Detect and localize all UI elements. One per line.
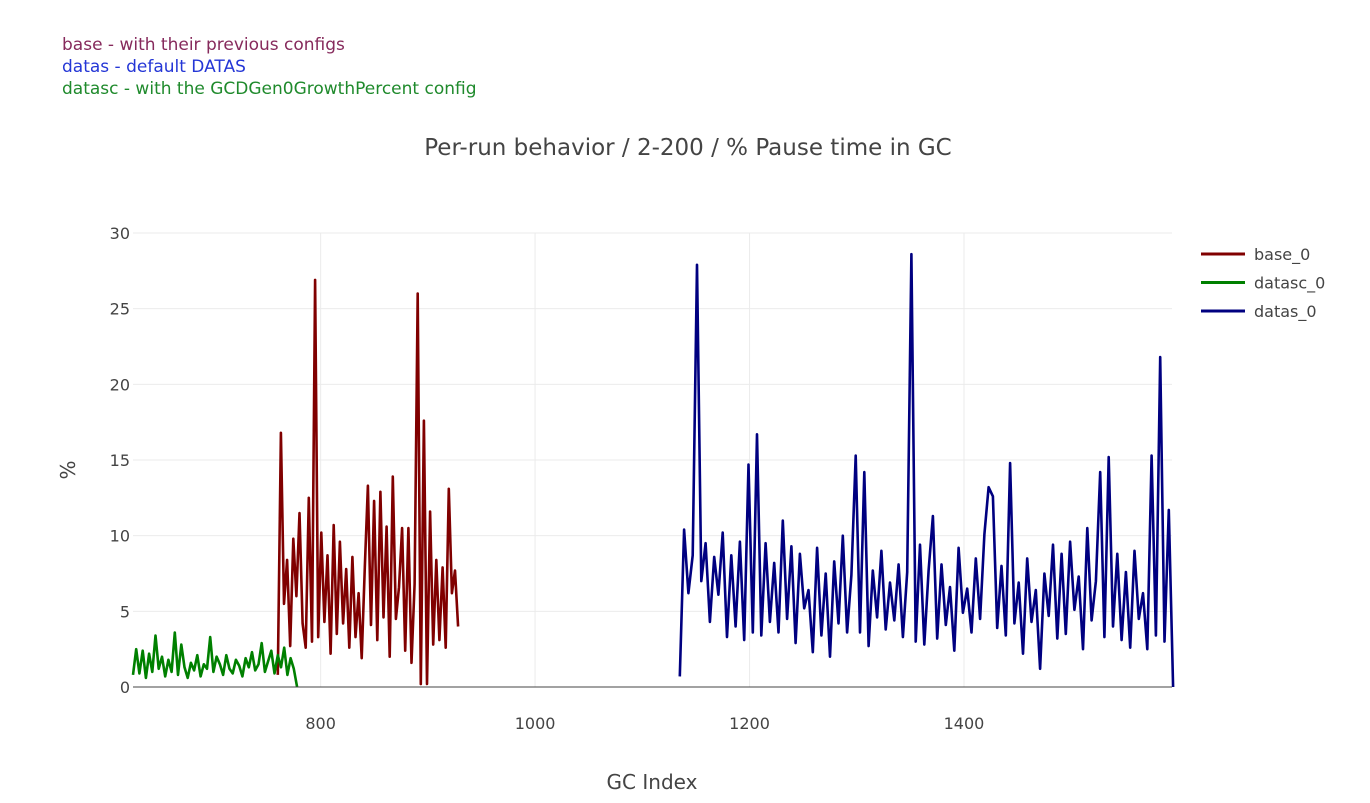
y-tick-label: 25 [110, 300, 130, 319]
series-line-datas_0 [678, 252, 1175, 688]
annotation-base: base - with their previous configs [62, 35, 345, 55]
x-tick-label: 800 [305, 714, 336, 733]
annotation-datasc: datasc - with the GCDGen0GrowthPercent c… [62, 79, 477, 99]
y-tick-label: 20 [110, 375, 130, 394]
legend-label: datas_0 [1254, 302, 1317, 322]
x-tick-label: 1200 [729, 714, 770, 733]
legend-item-datasc_0[interactable]: datasc_0 [1201, 274, 1325, 294]
series-line-base_0 [276, 278, 460, 686]
y-tick-label: 5 [120, 602, 130, 621]
series-line-datasc_0 [131, 631, 299, 688]
legend-label: base_0 [1254, 245, 1310, 265]
x-axis-label: GC Index [607, 770, 698, 794]
chart-title: Per-run behavior / 2-200 / % Pause time … [424, 135, 951, 161]
x-tick-label: 1000 [515, 714, 556, 733]
legend-item-datas_0[interactable]: datas_0 [1201, 302, 1317, 322]
y-tick-label: 15 [110, 451, 130, 470]
y-tick-label: 10 [110, 527, 130, 546]
legend-item-base_0[interactable]: base_0 [1201, 245, 1310, 265]
y-tick-label: 30 [110, 224, 130, 243]
y-axis-label: % [56, 460, 80, 479]
y-tick-label: 0 [120, 678, 130, 697]
axes: 0 5 10 15 20 25 30 800 1000 1200 1400 [110, 224, 1172, 733]
series-lines [131, 252, 1175, 688]
legend[interactable]: base_0 datasc_0 datas_0 [1201, 245, 1325, 322]
annotation-datas: datas - default DATAS [62, 57, 246, 77]
legend-label: datasc_0 [1254, 274, 1325, 294]
x-tick-label: 1400 [944, 714, 985, 733]
